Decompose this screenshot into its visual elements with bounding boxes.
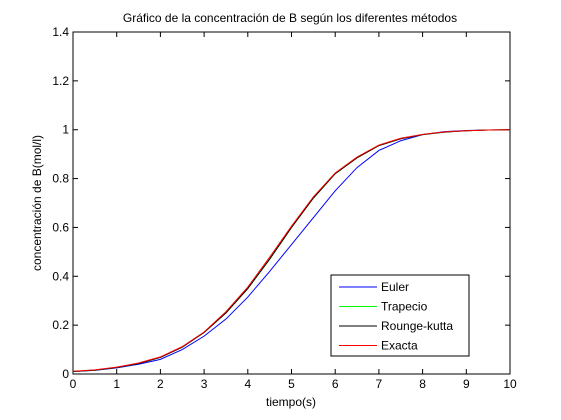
x-tick-label: 1 [113, 377, 120, 391]
x-tick-label: 0 [70, 377, 77, 391]
legend-label-rounge-kutta: Rounge-kutta [381, 319, 453, 333]
legend-box [330, 274, 470, 357]
x-tick-label: 2 [157, 377, 164, 391]
legend-label-trapecio: Trapecio [381, 300, 428, 314]
x-tick-label: 10 [503, 377, 517, 391]
x-tick-label: 4 [244, 377, 251, 391]
y-tick-label: 0.6 [52, 220, 69, 234]
y-tick-label: 1.4 [52, 25, 69, 39]
x-axis-label: tiempo(s) [266, 395, 316, 409]
x-tick-label: 5 [288, 377, 295, 391]
legend: Euler Trapecio Rounge-kutta Exacta [330, 274, 470, 357]
x-tick-label: 7 [376, 377, 383, 391]
y-axis-label: concentración de B(mol/l) [30, 135, 44, 271]
y-tick-label: 1 [62, 123, 69, 137]
legend-label-euler: Euler [381, 280, 409, 294]
series-line-exacta [72, 129, 511, 372]
y-tick-label: 0.8 [52, 172, 69, 186]
y-tick-label: 0 [62, 367, 69, 381]
x-tick-label: 6 [332, 377, 339, 391]
y-tick-label: 1.2 [52, 74, 69, 88]
x-axis: 0 1 2 3 4 5 6 7 8 9 10 [70, 32, 517, 391]
y-tick-label: 0.4 [52, 269, 69, 283]
series-lines [72, 129, 511, 373]
y-tick-label: 0.2 [52, 318, 69, 332]
x-tick-label: 8 [419, 377, 426, 391]
y-axis: 0 0.2 0.4 0.6 0.8 1 1.2 1.4 [52, 25, 510, 381]
legend-label-exacta: Exacta [381, 339, 418, 353]
x-tick-label: 3 [201, 377, 208, 391]
x-tick-label: 9 [463, 377, 470, 391]
chart-title: Gráfico de la concentración de B según l… [123, 11, 457, 25]
